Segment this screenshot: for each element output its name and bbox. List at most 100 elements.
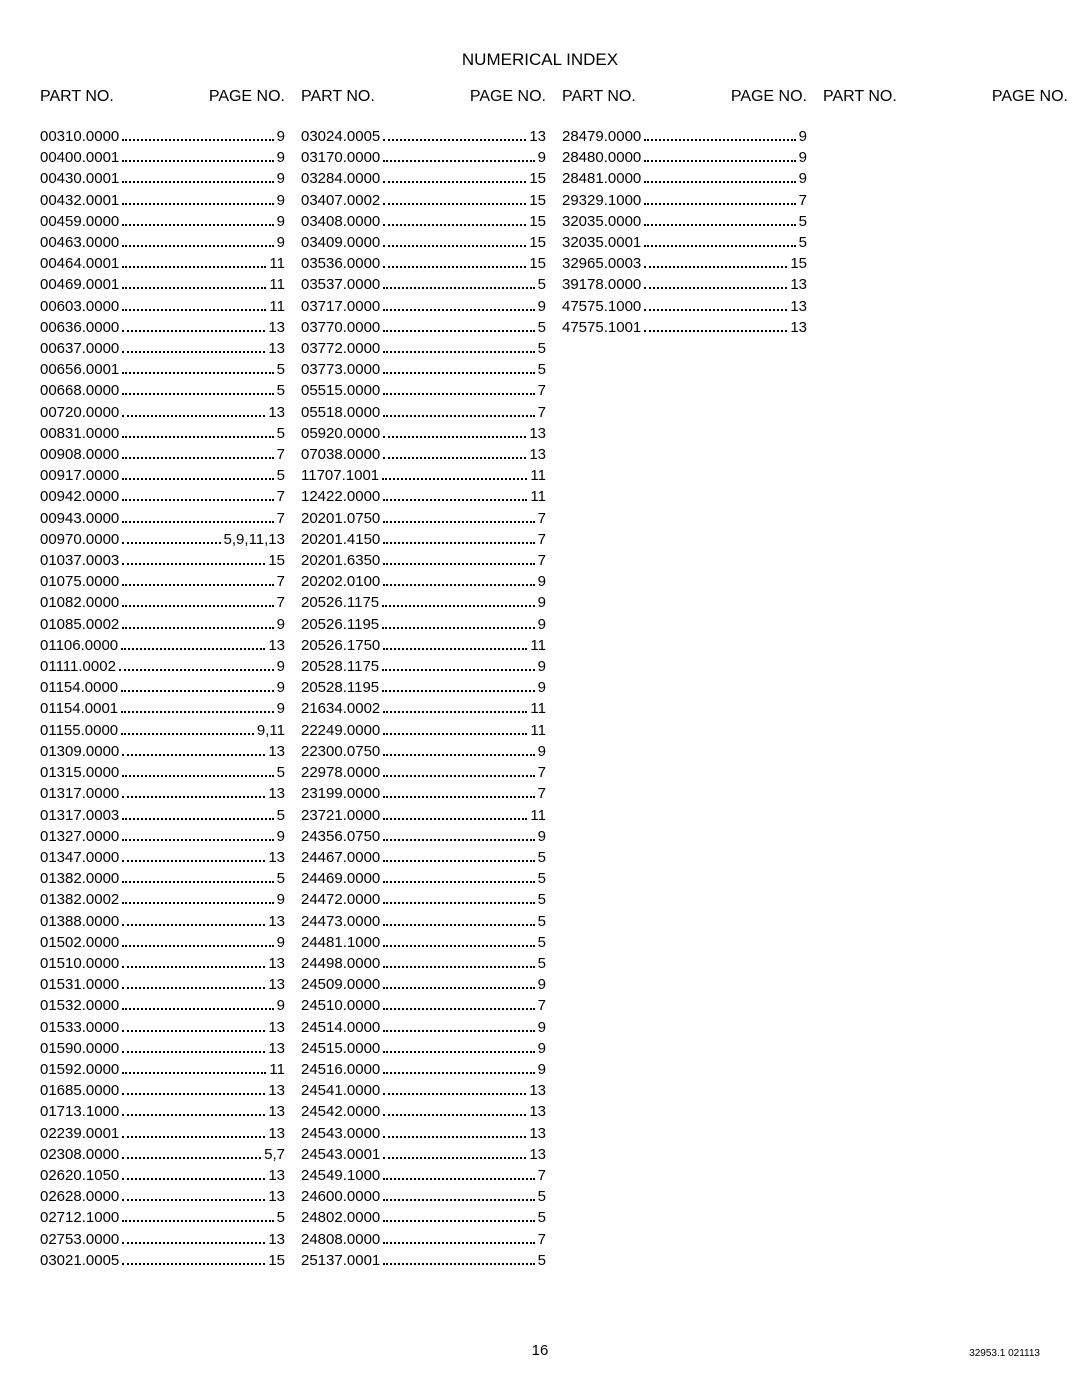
page-number: 9 bbox=[277, 932, 285, 953]
part-number: 03021.0005 bbox=[40, 1250, 119, 1271]
index-row: 24549.10007 bbox=[301, 1165, 546, 1186]
page-number: 7 bbox=[538, 550, 546, 571]
leader-dots bbox=[382, 468, 527, 480]
page-number: 9 bbox=[538, 656, 546, 677]
page-number: 7 bbox=[538, 783, 546, 804]
leader-dots bbox=[122, 956, 265, 968]
part-number: 20201.4150 bbox=[301, 529, 380, 550]
leader-dots bbox=[383, 1147, 526, 1159]
index-row: 20201.63507 bbox=[301, 550, 546, 571]
leader-dots bbox=[122, 850, 265, 862]
part-number: 02628.0000 bbox=[40, 1186, 119, 1207]
page-number: 13 bbox=[268, 974, 285, 995]
part-number: 03717.0000 bbox=[301, 296, 380, 317]
index-row: 32965.000315 bbox=[562, 253, 807, 274]
header-part-no: PART NO. bbox=[823, 88, 897, 106]
part-number: 24356.0750 bbox=[301, 826, 380, 847]
page-number: 13 bbox=[268, 635, 285, 656]
part-number: 24808.0000 bbox=[301, 1229, 380, 1250]
part-number: 01154.0001 bbox=[40, 698, 118, 719]
part-number: 20526.1195 bbox=[301, 614, 379, 635]
index-row: 01106.000013 bbox=[40, 635, 285, 656]
page-number: 13 bbox=[529, 1080, 546, 1101]
page-number: 5 bbox=[538, 868, 546, 889]
page-number: 15 bbox=[529, 190, 546, 211]
part-number: 00459.0000 bbox=[40, 211, 119, 232]
leader-dots bbox=[644, 320, 787, 332]
part-number: 24481.1000 bbox=[301, 932, 380, 953]
part-number: 24498.0000 bbox=[301, 953, 380, 974]
index-column: PART NO.PAGE NO. bbox=[823, 88, 1068, 1271]
index-row: 24472.00005 bbox=[301, 889, 546, 910]
leader-dots bbox=[383, 977, 534, 989]
footer-document-id: 32953.1 021113 bbox=[969, 1348, 1040, 1359]
page-title: NUMERICAL INDEX bbox=[40, 50, 1040, 70]
leader-dots bbox=[122, 214, 273, 226]
page-number: 7 bbox=[538, 1229, 546, 1250]
leader-dots bbox=[122, 256, 266, 268]
leader-dots bbox=[122, 1020, 265, 1032]
index-row: 01388.000013 bbox=[40, 911, 285, 932]
index-row: 28481.00009 bbox=[562, 168, 807, 189]
part-number: 01317.0000 bbox=[40, 783, 119, 804]
header-page-no: PAGE NO. bbox=[731, 88, 807, 106]
part-number: 12422.0000 bbox=[301, 486, 380, 507]
page-number: 5,9,11,13 bbox=[224, 529, 285, 550]
part-number: 00917.0000 bbox=[40, 465, 119, 486]
page-number: 15 bbox=[268, 1250, 285, 1271]
part-number: 03407.0002 bbox=[301, 190, 380, 211]
index-row: 01154.00019 bbox=[40, 698, 285, 719]
leader-dots bbox=[122, 1041, 265, 1053]
leader-dots bbox=[383, 1083, 526, 1095]
page-number: 9 bbox=[799, 147, 807, 168]
footer-page-number: 16 bbox=[0, 1342, 1080, 1359]
index-row: 03536.000015 bbox=[301, 253, 546, 274]
leader-dots bbox=[122, 977, 265, 989]
leader-dots bbox=[383, 489, 527, 501]
header-page-no: PAGE NO. bbox=[470, 88, 546, 106]
leader-dots bbox=[121, 723, 254, 735]
index-row: 01590.000013 bbox=[40, 1038, 285, 1059]
leader-dots bbox=[383, 850, 534, 862]
leader-dots bbox=[383, 1253, 534, 1265]
page-number: 13 bbox=[268, 1123, 285, 1144]
index-row: 24600.00005 bbox=[301, 1186, 546, 1207]
index-row: 02308.00005,7 bbox=[40, 1144, 285, 1165]
index-row: 03773.00005 bbox=[301, 359, 546, 380]
index-row: 02628.000013 bbox=[40, 1186, 285, 1207]
page-number: 9 bbox=[538, 1038, 546, 1059]
leader-dots bbox=[122, 595, 273, 607]
leader-dots bbox=[383, 362, 534, 374]
page-number: 9 bbox=[538, 571, 546, 592]
part-number: 00720.0000 bbox=[40, 402, 119, 423]
index-row: 03772.00005 bbox=[301, 338, 546, 359]
leader-dots bbox=[122, 1083, 265, 1095]
header-part-no: PART NO. bbox=[301, 88, 375, 106]
index-row: 03021.0005 15 bbox=[40, 1250, 285, 1271]
part-number: 20526.1175 bbox=[301, 592, 379, 613]
index-row: 05518.00007 bbox=[301, 402, 546, 423]
page-number: 13 bbox=[529, 1101, 546, 1122]
part-number: 03284.0000 bbox=[301, 168, 380, 189]
part-number: 24600.0000 bbox=[301, 1186, 380, 1207]
page-number: 15 bbox=[529, 211, 546, 232]
page-number: 7 bbox=[538, 1165, 546, 1186]
part-number: 01309.0000 bbox=[40, 741, 119, 762]
leader-dots bbox=[383, 320, 534, 332]
leader-dots bbox=[383, 1189, 534, 1201]
page-number: 13 bbox=[268, 1038, 285, 1059]
part-number: 02753.0000 bbox=[40, 1229, 119, 1250]
page-number: 9 bbox=[799, 168, 807, 189]
index-row: 24510.00007 bbox=[301, 995, 546, 1016]
index-row: 24481.10005 bbox=[301, 932, 546, 953]
index-row: 47575.100113 bbox=[562, 317, 807, 338]
leader-dots bbox=[644, 214, 795, 226]
index-row: 24498.00005 bbox=[301, 953, 546, 974]
leader-dots bbox=[122, 277, 266, 289]
index-row: 12422.000011 bbox=[301, 486, 546, 507]
page-number: 5 bbox=[799, 211, 807, 232]
part-number: 02308.0000 bbox=[40, 1144, 119, 1165]
page-number: 13 bbox=[268, 1229, 285, 1250]
page-number: 11 bbox=[530, 465, 546, 486]
leader-dots bbox=[122, 1253, 265, 1265]
